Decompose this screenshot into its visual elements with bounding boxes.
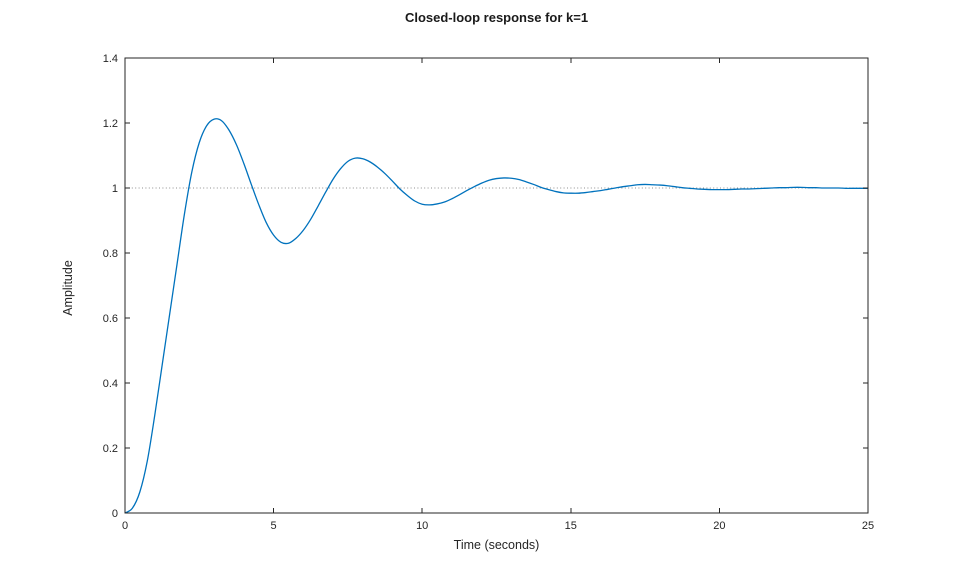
x-axis-label: Time (seconds) [453,538,540,552]
y-tick-label: 0.2 [103,443,118,455]
y-tick-label: 0 [112,508,118,520]
y-tick-label: 1.2 [103,118,118,130]
x-tick-label: 20 [713,520,725,532]
x-tick-label: 25 [862,520,874,532]
chart-title: Closed-loop response for k=1 [404,10,589,25]
y-tick-label: 0.6 [103,313,118,325]
x-tick-label: 5 [271,520,277,532]
y-axis-label-text: Amplitude [61,260,75,316]
x-tick-label: 15 [565,520,577,532]
x-tick-label: 0 [122,520,128,532]
x-tick-label: 10 [416,520,428,532]
y-tick-label: 1 [112,183,118,195]
axes-box [124,57,869,514]
y-tick-label: 1.4 [103,53,118,65]
y-tick-label: 0.4 [103,378,118,390]
y-tick-label: 0.8 [103,248,118,260]
response-curve [124,118,868,514]
